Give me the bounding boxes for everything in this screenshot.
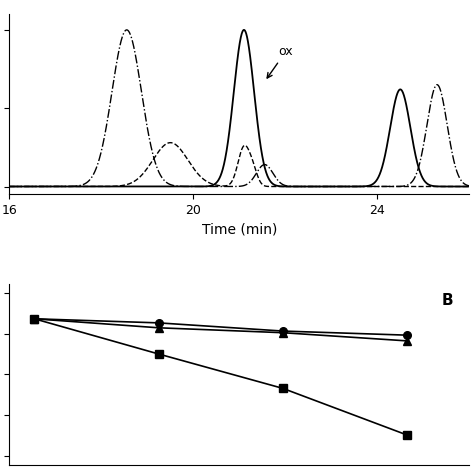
Text: B: B xyxy=(442,293,453,309)
Text: ox: ox xyxy=(267,45,293,78)
X-axis label: Time (min): Time (min) xyxy=(201,223,277,237)
